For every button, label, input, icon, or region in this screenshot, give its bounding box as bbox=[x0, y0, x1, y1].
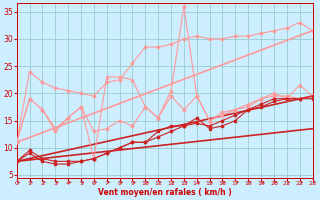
X-axis label: Vent moyen/en rafales ( km/h ): Vent moyen/en rafales ( km/h ) bbox=[98, 188, 231, 197]
